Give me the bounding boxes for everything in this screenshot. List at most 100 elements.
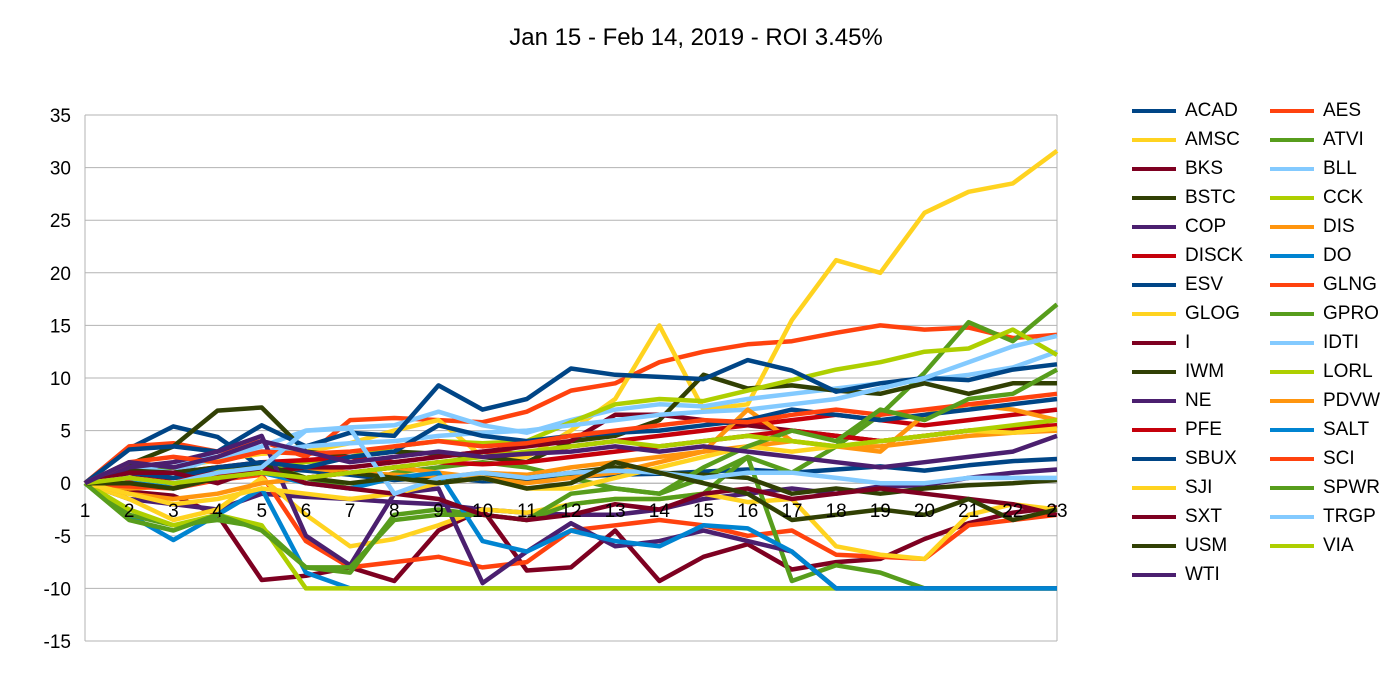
x-tick-label: 20 bbox=[914, 501, 935, 522]
legend-swatch bbox=[1132, 224, 1176, 229]
x-tick-label: 5 bbox=[256, 501, 267, 522]
legend-swatch bbox=[1132, 514, 1176, 519]
legend-swatch bbox=[1270, 427, 1314, 432]
legend-swatch bbox=[1132, 108, 1176, 113]
legend-swatch bbox=[1270, 311, 1314, 316]
legend-label: TRGP bbox=[1323, 505, 1376, 527]
legend-item-bstc: BSTC bbox=[1132, 183, 1236, 212]
legend-label: ESV bbox=[1185, 273, 1224, 295]
legend-item-bll: BLL bbox=[1270, 154, 1357, 183]
legend-label: GLNG bbox=[1323, 273, 1377, 295]
y-tick-label: 10 bbox=[50, 369, 71, 390]
legend-swatch bbox=[1270, 137, 1314, 142]
legend-item-glng: GLNG bbox=[1270, 270, 1377, 299]
x-tick-label: 19 bbox=[870, 501, 891, 522]
legend-item-iwm: IWM bbox=[1132, 357, 1224, 386]
legend-item-via: VIA bbox=[1270, 531, 1354, 560]
legend-item-salt: SALT bbox=[1270, 415, 1369, 444]
legend-item-sji: SJI bbox=[1132, 473, 1212, 502]
legend-swatch bbox=[1270, 282, 1314, 287]
legend-swatch bbox=[1132, 369, 1176, 374]
legend-label: BLL bbox=[1323, 157, 1357, 179]
legend-label: GPRO bbox=[1323, 302, 1379, 324]
legend-label: PDVW bbox=[1323, 389, 1380, 411]
legend-swatch bbox=[1270, 369, 1314, 374]
legend-swatch bbox=[1270, 456, 1314, 461]
legend-swatch bbox=[1270, 514, 1314, 519]
legend-label: DISCK bbox=[1185, 244, 1244, 266]
legend-label: BSTC bbox=[1185, 186, 1236, 208]
legend-label: DIS bbox=[1323, 215, 1355, 237]
legend-label: SALT bbox=[1323, 418, 1370, 440]
x-tick-label: 7 bbox=[345, 501, 356, 522]
legend-label: VIA bbox=[1323, 534, 1354, 556]
legend-swatch bbox=[1270, 166, 1314, 171]
y-tick-label: -10 bbox=[44, 579, 71, 600]
legend-swatch bbox=[1270, 108, 1314, 113]
legend-label: BKS bbox=[1185, 157, 1224, 179]
y-tick-label: 30 bbox=[50, 159, 71, 180]
x-tick-label: 2 bbox=[124, 501, 135, 522]
legend-swatch bbox=[1270, 543, 1314, 548]
series-line-bks bbox=[84, 480, 1058, 584]
legend-label: SBUX bbox=[1185, 447, 1237, 469]
legend-item-i: I bbox=[1132, 328, 1190, 357]
legend-item-sxt: SXT bbox=[1132, 502, 1222, 531]
legend-label: WTI bbox=[1185, 563, 1220, 585]
legend-swatch bbox=[1270, 398, 1314, 403]
legend-label: AES bbox=[1323, 99, 1362, 121]
chart-title: Jan 15 - Feb 14, 2019 - ROI 3.45% bbox=[509, 24, 883, 51]
y-tick-label: 25 bbox=[50, 211, 71, 232]
legend-item-sbux: SBUX bbox=[1132, 444, 1237, 473]
legend-label: AMSC bbox=[1185, 128, 1240, 150]
legend-item-pfe: PFE bbox=[1132, 415, 1222, 444]
legend-label: IWM bbox=[1185, 360, 1225, 382]
x-tick-label: 18 bbox=[826, 501, 847, 522]
x-tick-label: 1 bbox=[80, 501, 91, 522]
y-tick-label: 5 bbox=[60, 422, 71, 443]
legend-item-amsc: AMSC bbox=[1132, 125, 1240, 154]
legend-label: DO bbox=[1323, 244, 1352, 266]
legend-item-sci: SCI bbox=[1270, 444, 1355, 473]
legend-swatch bbox=[1132, 137, 1176, 142]
legend-swatch bbox=[1132, 311, 1176, 316]
legend-label: GLOG bbox=[1185, 302, 1240, 324]
legend-item-dis: DIS bbox=[1270, 212, 1355, 241]
legend-item-aes: AES bbox=[1270, 96, 1361, 125]
y-tick-label: -15 bbox=[44, 632, 71, 653]
x-tick-label: 22 bbox=[1002, 501, 1023, 522]
legend-swatch bbox=[1270, 195, 1314, 200]
legend-label: SXT bbox=[1185, 505, 1222, 527]
x-tick-label: 4 bbox=[212, 501, 223, 522]
series-line-via bbox=[84, 417, 1058, 486]
legend-label: CCK bbox=[1323, 186, 1364, 208]
legend-swatch bbox=[1132, 485, 1176, 490]
legend-label: USM bbox=[1185, 534, 1228, 556]
x-tick-label: 10 bbox=[472, 501, 493, 522]
legend-label: ACAD bbox=[1185, 99, 1238, 121]
legend-label: ATVI bbox=[1323, 128, 1364, 150]
y-tick-label: -5 bbox=[54, 527, 71, 548]
legend-swatch bbox=[1132, 166, 1176, 171]
legend-label: SPWR bbox=[1323, 476, 1380, 498]
series-line-spwr bbox=[83, 367, 1059, 570]
legend-label: LORL bbox=[1323, 360, 1373, 382]
legend-swatch bbox=[1132, 427, 1176, 432]
legend-item-spwr: SPWR bbox=[1270, 473, 1380, 502]
legend-item-trgp: TRGP bbox=[1270, 502, 1376, 531]
legend-swatch bbox=[1132, 282, 1176, 287]
legend-swatch bbox=[1270, 253, 1314, 258]
series-line-amsc bbox=[84, 148, 1059, 486]
x-tick-label: 11 bbox=[517, 501, 537, 522]
x-tick-label: 3 bbox=[168, 501, 179, 522]
legend-item-usm: USM bbox=[1132, 531, 1227, 560]
x-tick-label: 14 bbox=[649, 501, 671, 522]
legend-swatch bbox=[1132, 340, 1176, 345]
y-tick-label: 15 bbox=[50, 316, 71, 337]
x-tick-label: 17 bbox=[781, 501, 802, 522]
y-tick-label: 0 bbox=[60, 474, 71, 495]
legend-label: PFE bbox=[1185, 418, 1222, 440]
legend-label: SJI bbox=[1185, 476, 1213, 498]
x-tick-label: 16 bbox=[737, 501, 758, 522]
